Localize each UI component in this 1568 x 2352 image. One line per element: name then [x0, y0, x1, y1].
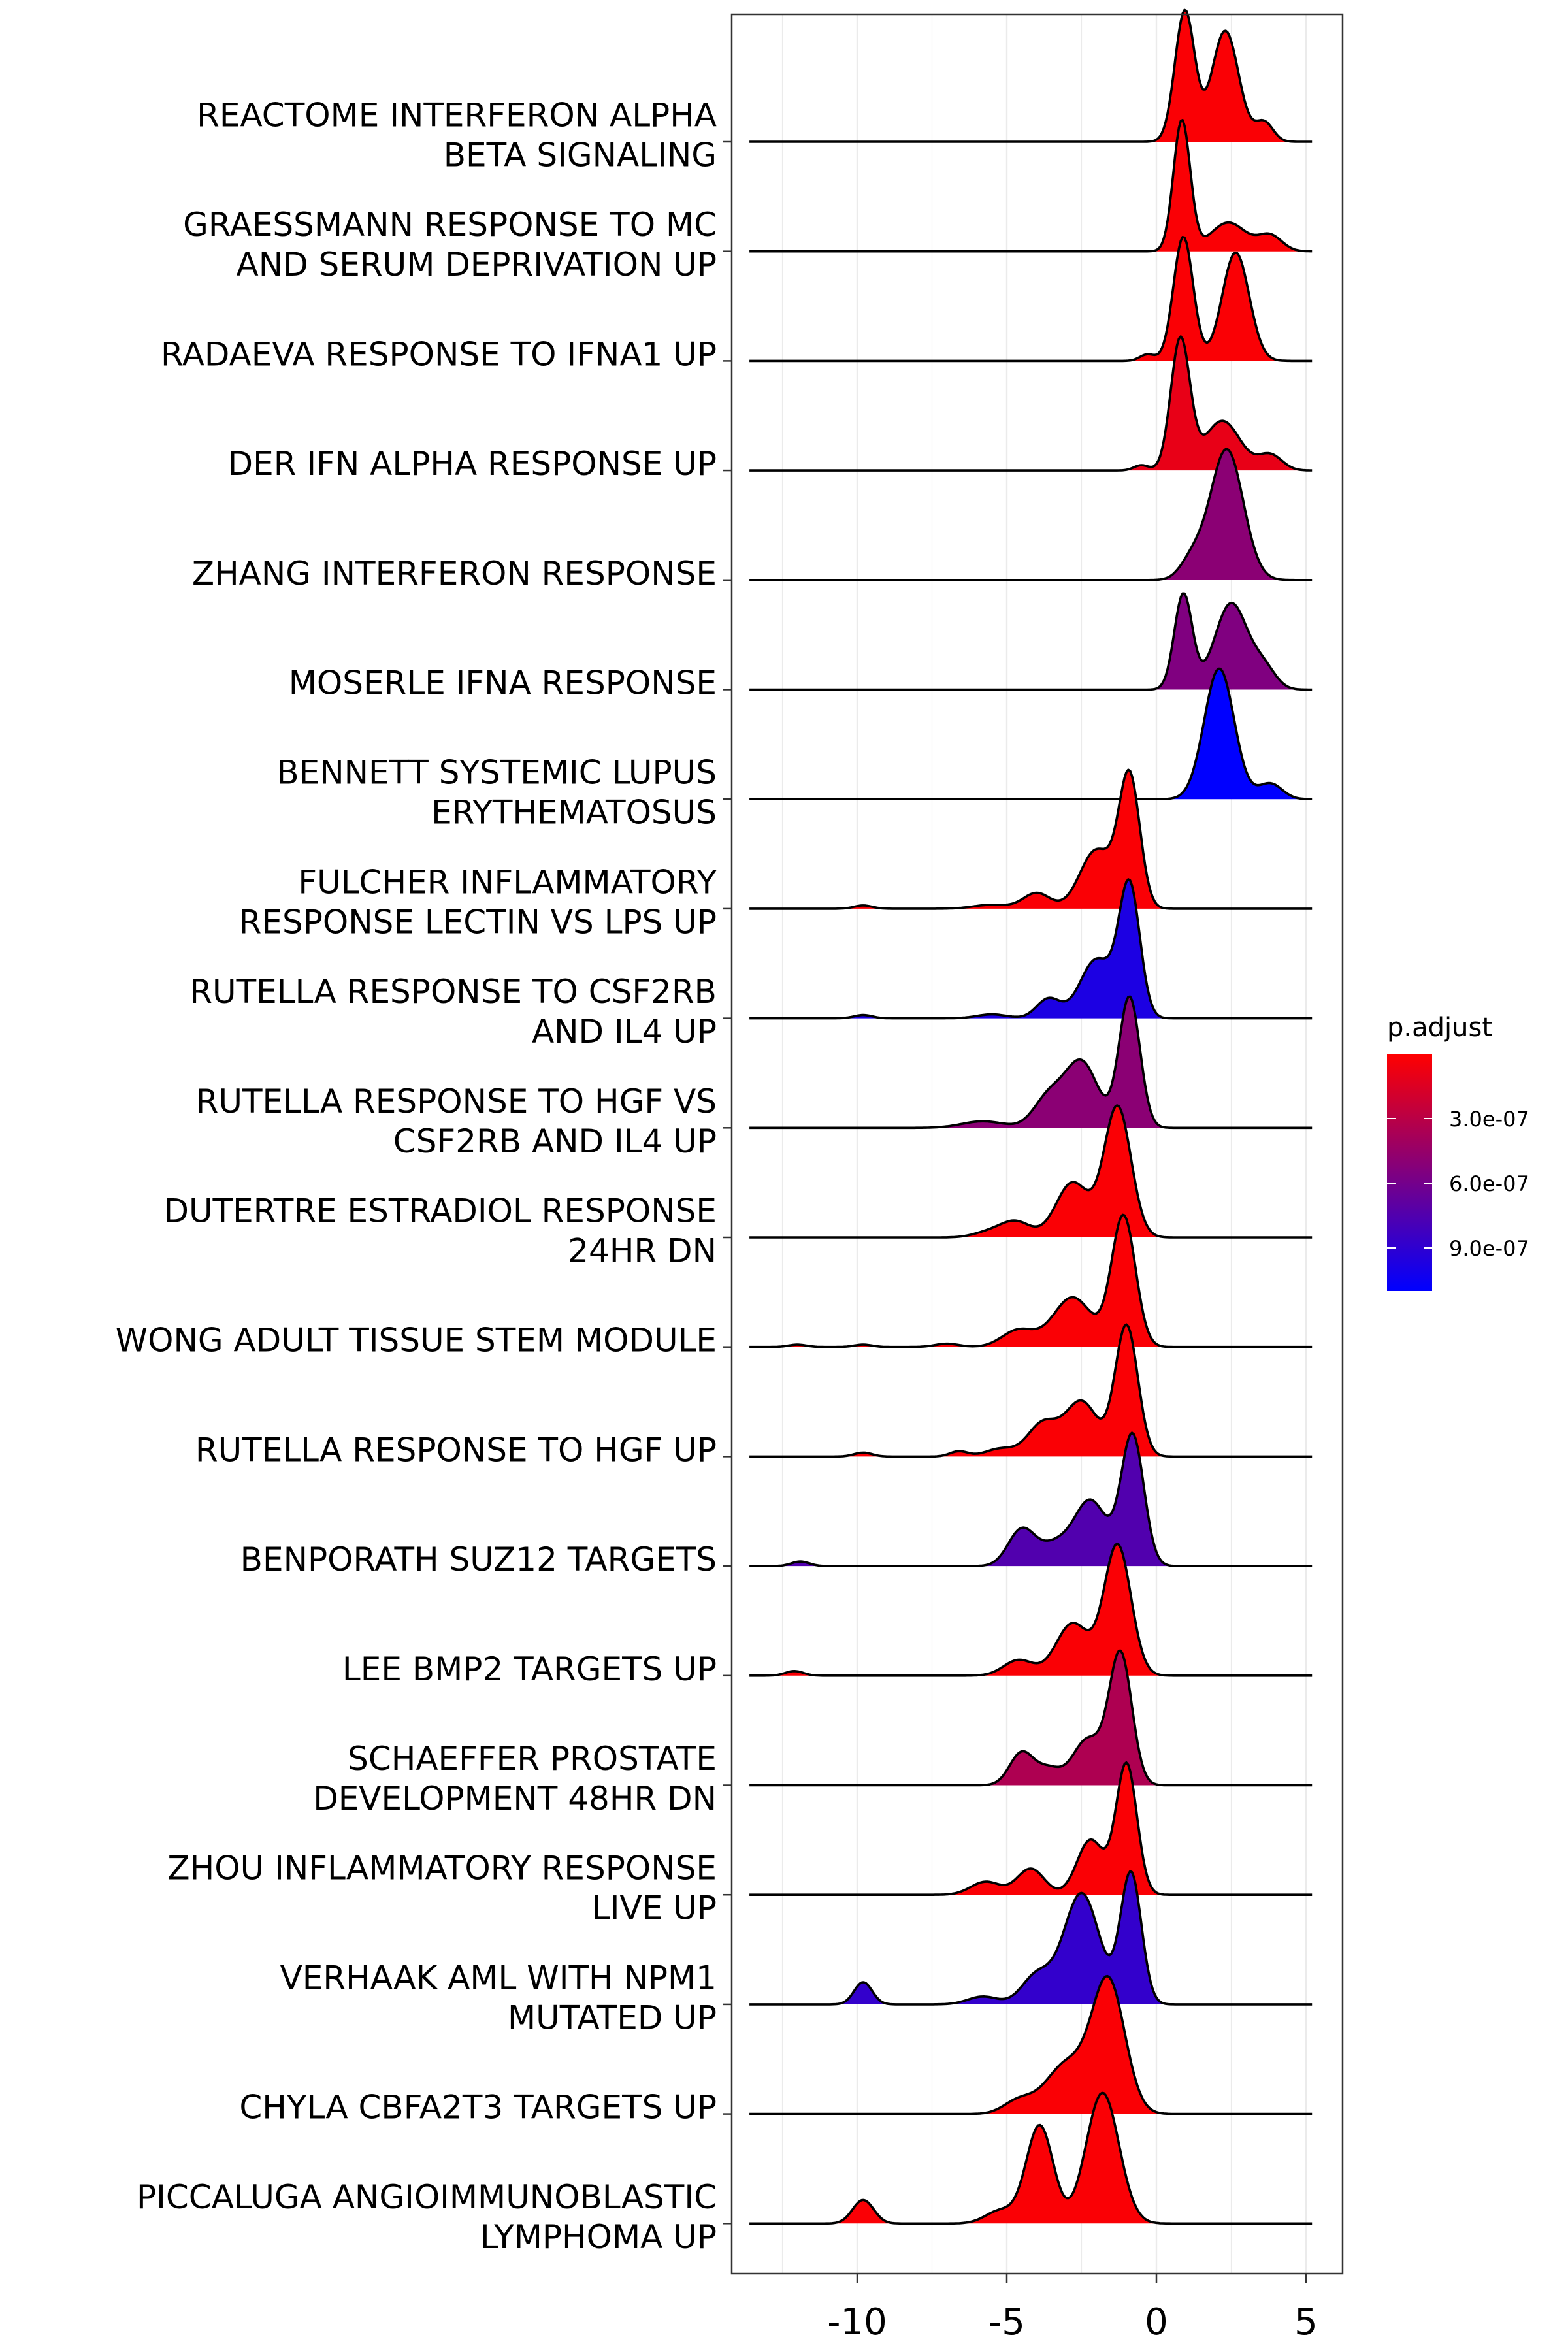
ridge-outline	[749, 995, 1313, 1130]
ridge-7	[749, 667, 1313, 800]
category-label: AND SERUM DEPRIVATION UP	[237, 246, 717, 284]
ridge-10	[749, 995, 1313, 1130]
legend-tick-label: 3.0e-07	[1449, 1107, 1529, 1132]
category-label: REACTOME INTERFERON ALPHA	[197, 97, 717, 135]
ridge-18	[749, 1870, 1313, 2006]
category-label: LIVE UP	[592, 1889, 717, 1927]
ridge-fill	[749, 237, 1313, 361]
x-tick-label: -5	[988, 2301, 1025, 2344]
legend-colorbar	[1387, 1054, 1432, 1291]
ridge-19	[749, 1974, 1313, 2115]
category-label: BETA SIGNALING	[444, 137, 717, 174]
ridge-outline	[749, 1543, 1313, 1677]
category-label: RUTELLA RESPONSE TO HGF UP	[195, 1431, 717, 1469]
ridge-fill	[749, 668, 1313, 800]
ridge-6	[749, 592, 1313, 691]
category-label: RUTELLA RESPONSE TO HGF VS	[196, 1083, 717, 1120]
ridge-12	[749, 1213, 1313, 1348]
ridge-outline	[749, 1870, 1313, 2006]
ridge-outline	[749, 2091, 1313, 2225]
x-axis: -10 -5 0 5	[827, 2274, 1318, 2344]
ridge-15	[749, 1543, 1313, 1677]
ridge-outline	[749, 1974, 1313, 2115]
ridge-outline	[749, 1323, 1313, 1458]
ridge-outline	[749, 768, 1313, 910]
ridge-2	[749, 119, 1313, 253]
plot-panel-border	[730, 13, 1344, 2275]
category-label: VERHAAK AML WITH NPM1	[280, 1959, 717, 1997]
x-tick-label: 0	[1145, 2301, 1168, 2344]
ridge-outline	[749, 1649, 1313, 1787]
ridge-outline	[749, 1213, 1313, 1348]
legend-tick-label: 6.0e-07	[1449, 1171, 1529, 1196]
ridge-outline	[749, 667, 1313, 800]
ridge-17	[749, 1761, 1313, 1896]
ridge-fill	[749, 10, 1313, 142]
category-label: ZHANG INTERFERON RESPONSE	[192, 555, 717, 593]
ridge-outline	[749, 1761, 1313, 1896]
ridge-fill	[749, 449, 1313, 580]
plot-background	[732, 14, 1343, 2274]
ridge-outline	[749, 8, 1313, 143]
ridge-20	[749, 2091, 1313, 2225]
category-label: PICCALUGA ANGIOIMMUNOBLASTIC	[137, 2178, 717, 2216]
x-tick-label: -10	[827, 2301, 887, 2344]
ridge-3	[749, 236, 1313, 363]
ridge-outline	[749, 878, 1313, 1020]
ridge-5	[749, 448, 1313, 581]
legend: p.adjust 3.0e-07 6.0e-07 9.0e-07	[1387, 1013, 1529, 1291]
ridge-11	[749, 1104, 1313, 1239]
gridlines	[781, 14, 1307, 2274]
legend-title: p.adjust	[1387, 1013, 1492, 1043]
ridge-8	[749, 768, 1313, 910]
ridge-fill	[749, 1650, 1313, 1786]
category-label: SCHAEFFER PROSTATE	[348, 1740, 717, 1778]
category-label: ZHOU INFLAMMATORY RESPONSE	[167, 1850, 717, 1887]
ridge-13	[749, 1323, 1313, 1458]
legend-tick-label: 9.0e-07	[1449, 1236, 1529, 1261]
ridge-outline	[749, 592, 1313, 691]
ridge-9	[749, 878, 1313, 1020]
category-label: GRAESSMANN RESPONSE TO MC	[183, 206, 717, 244]
ridge-1	[749, 8, 1313, 143]
category-label: RESPONSE LECTIN VS LPS UP	[239, 903, 717, 941]
category-label: DUTERTRE ESTRADIOL RESPONSE	[163, 1192, 717, 1230]
ridge-4	[749, 335, 1313, 472]
ridge-outline	[749, 1104, 1313, 1239]
category-label: BENPORATH SUZ12 TARGETS	[240, 1541, 717, 1578]
category-label: ERYTHEMATOSUS	[431, 794, 717, 832]
ridge-14	[749, 1431, 1313, 1567]
ridge-fill	[749, 2093, 1313, 2224]
ridge-16	[749, 1649, 1313, 1787]
x-tick-label: 5	[1294, 2301, 1318, 2344]
category-label: MUTATED UP	[508, 1999, 717, 2036]
category-label: FULCHER INFLAMMATORY	[298, 863, 717, 901]
category-label: DER IFN ALPHA RESPONSE UP	[228, 445, 717, 483]
category-label: CSF2RB AND IL4 UP	[393, 1122, 717, 1160]
ridge-outline	[749, 1431, 1313, 1567]
category-label: LEE BMP2 TARGETS UP	[342, 1650, 717, 1688]
ridge-fill	[749, 1433, 1313, 1567]
ridge-outline	[749, 119, 1313, 253]
category-label: MOSERLE IFNA RESPONSE	[289, 664, 717, 702]
ridge-outline	[749, 236, 1313, 363]
category-label: AND IL4 UP	[532, 1013, 717, 1051]
ridge-fill	[749, 1871, 1313, 2004]
category-label: RADAEVA RESPONSE TO IFNA1 UP	[161, 335, 717, 373]
category-label: LYMPHOMA UP	[480, 2218, 717, 2256]
ridge-outline	[749, 335, 1313, 472]
category-label: DEVELOPMENT 48HR DN	[313, 1780, 717, 1818]
ridge-fill	[749, 336, 1313, 471]
ridge-outline	[749, 448, 1313, 581]
category-label: BENNETT SYSTEMIC LUPUS	[276, 754, 717, 792]
ridge-fill	[749, 120, 1313, 252]
ridges	[749, 8, 1313, 2225]
category-label: 24HR DN	[568, 1232, 717, 1270]
category-label: RUTELLA RESPONSE TO CSF2RB	[189, 973, 717, 1011]
category-label: CHYLA CBFA2T3 TARGETS UP	[239, 2089, 717, 2127]
ridge-fill	[749, 593, 1313, 690]
category-label: WONG ADULT TISSUE STEM MODULE	[116, 1322, 717, 1360]
